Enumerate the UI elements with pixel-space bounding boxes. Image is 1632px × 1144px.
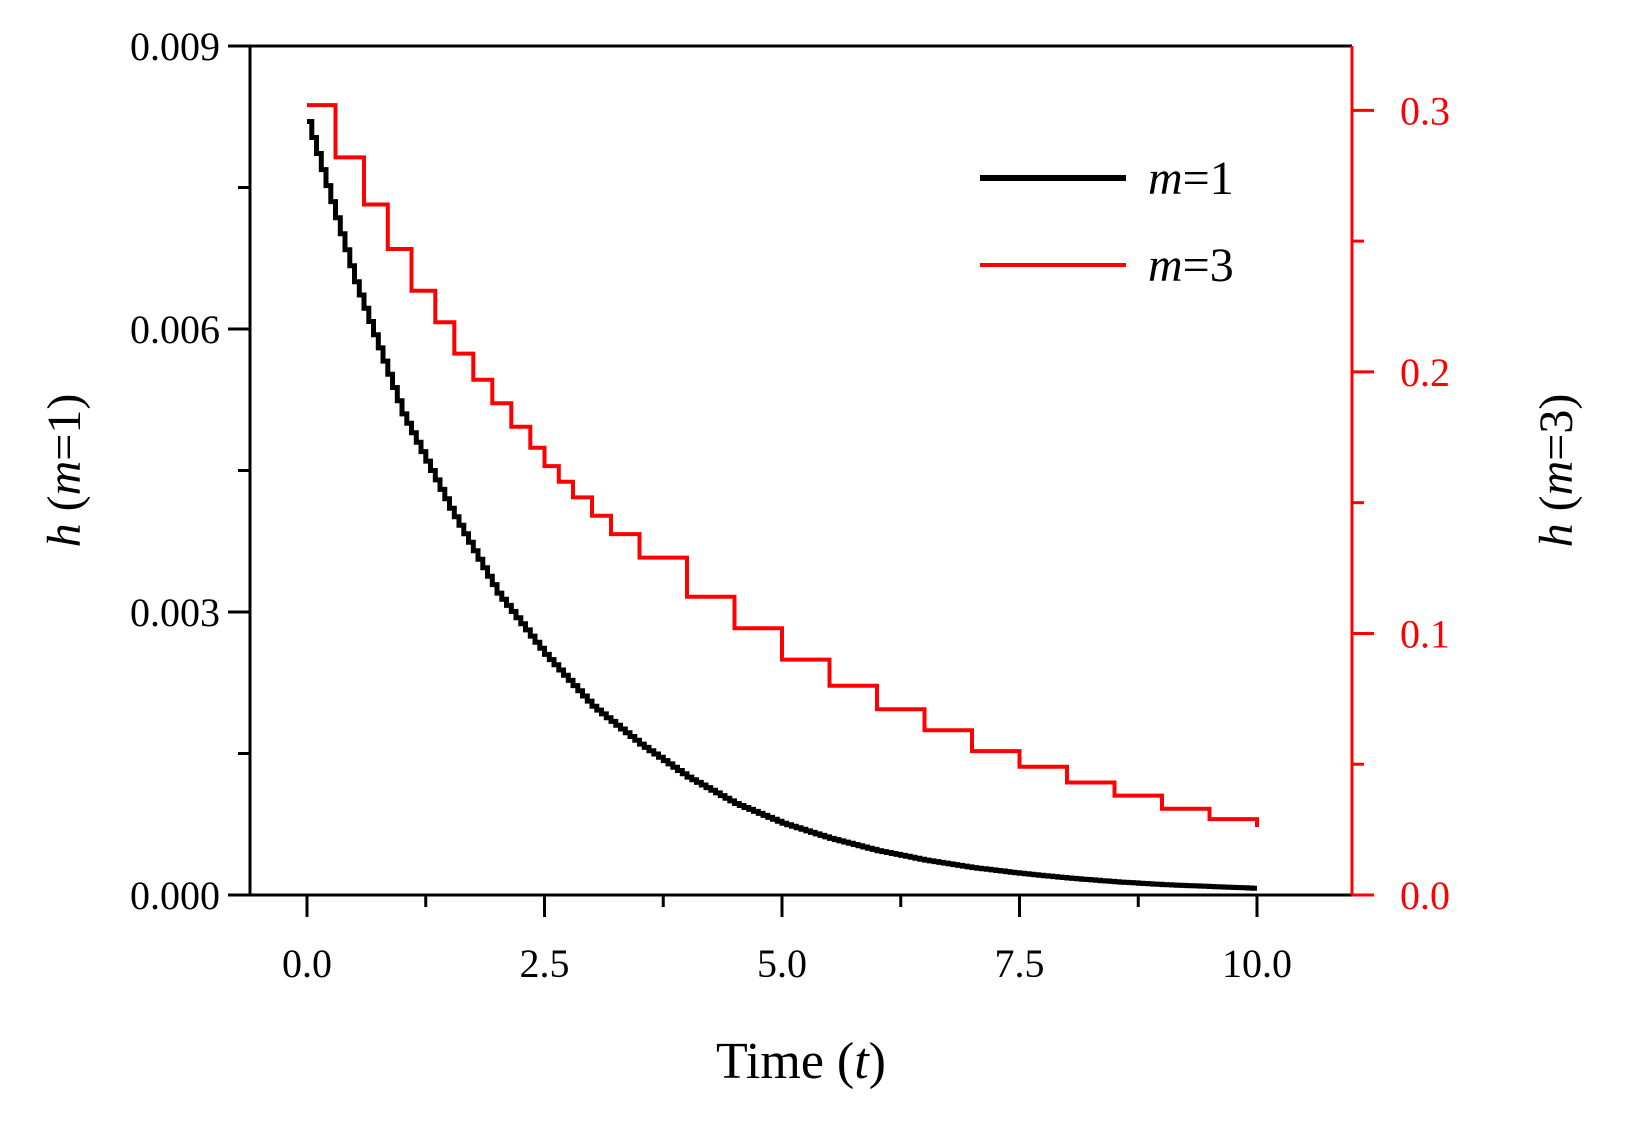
series-layer <box>307 103 1259 891</box>
y-left-axis-title: h (m=1) <box>38 394 91 548</box>
y-left-axis-title-open: ( <box>38 495 91 523</box>
x-axis-title-main: Time ( <box>716 1033 854 1090</box>
legend-label-m1-var: m <box>1148 152 1183 205</box>
series-line-m3 <box>307 103 1259 827</box>
y-right-tick-label: 0.2 <box>1400 350 1450 395</box>
x-tick-label: 0.0 <box>282 941 332 986</box>
y-right-axis-title: h (m=3) <box>1530 394 1583 548</box>
y-right-tick-label: 0.1 <box>1400 611 1450 656</box>
x-tick-label: 10.0 <box>1222 941 1292 986</box>
y-left-axis-title-m: m <box>38 461 91 496</box>
y-left-axis-title-var: h <box>38 523 91 547</box>
y-left-tick-label: 0.009 <box>130 24 220 69</box>
legend-label-m1-rest: =1 <box>1183 152 1234 205</box>
x-tick-label: 7.5 <box>995 941 1045 986</box>
x-tick-label: 5.0 <box>757 941 807 986</box>
legend-label-m1: m=1 <box>1148 152 1234 205</box>
legend-label-m3-rest: =3 <box>1183 239 1234 292</box>
y-right-tick-label: 0.3 <box>1400 88 1450 133</box>
y-left-tick-label: 0.003 <box>130 590 220 635</box>
y-left-tick-label: 0.006 <box>130 307 220 352</box>
y-right-tick-label: 0.0 <box>1400 873 1450 918</box>
y-left-axis-title-rest: =1) <box>38 394 91 461</box>
y-right-axis-title-rest: =3) <box>1530 394 1583 461</box>
y-right-axis-title-open: ( <box>1530 495 1583 523</box>
x-tick-label: 2.5 <box>520 941 570 986</box>
ticks-layer <box>228 44 1374 917</box>
y-right-axis-title-m: m <box>1530 461 1583 496</box>
y-right-axis-title-var: h <box>1530 523 1583 547</box>
y-left-tick-label: 0.000 <box>130 873 220 918</box>
x-axis-title-close: ) <box>869 1033 886 1090</box>
series-line-m1 <box>307 119 1257 891</box>
x-axis-title-var: t <box>854 1033 870 1090</box>
legend-label-m3: m=3 <box>1148 239 1234 292</box>
x-axis-title: Time (t) <box>716 1033 886 1090</box>
legend-label-m3-var: m <box>1148 239 1183 292</box>
legend: m=1 m=3 <box>980 152 1234 292</box>
tick-labels-layer: 0.0 2.5 5.0 7.5 10.0 0.000 0.003 0.006 0.009 0.0 0… <box>130 24 1450 986</box>
